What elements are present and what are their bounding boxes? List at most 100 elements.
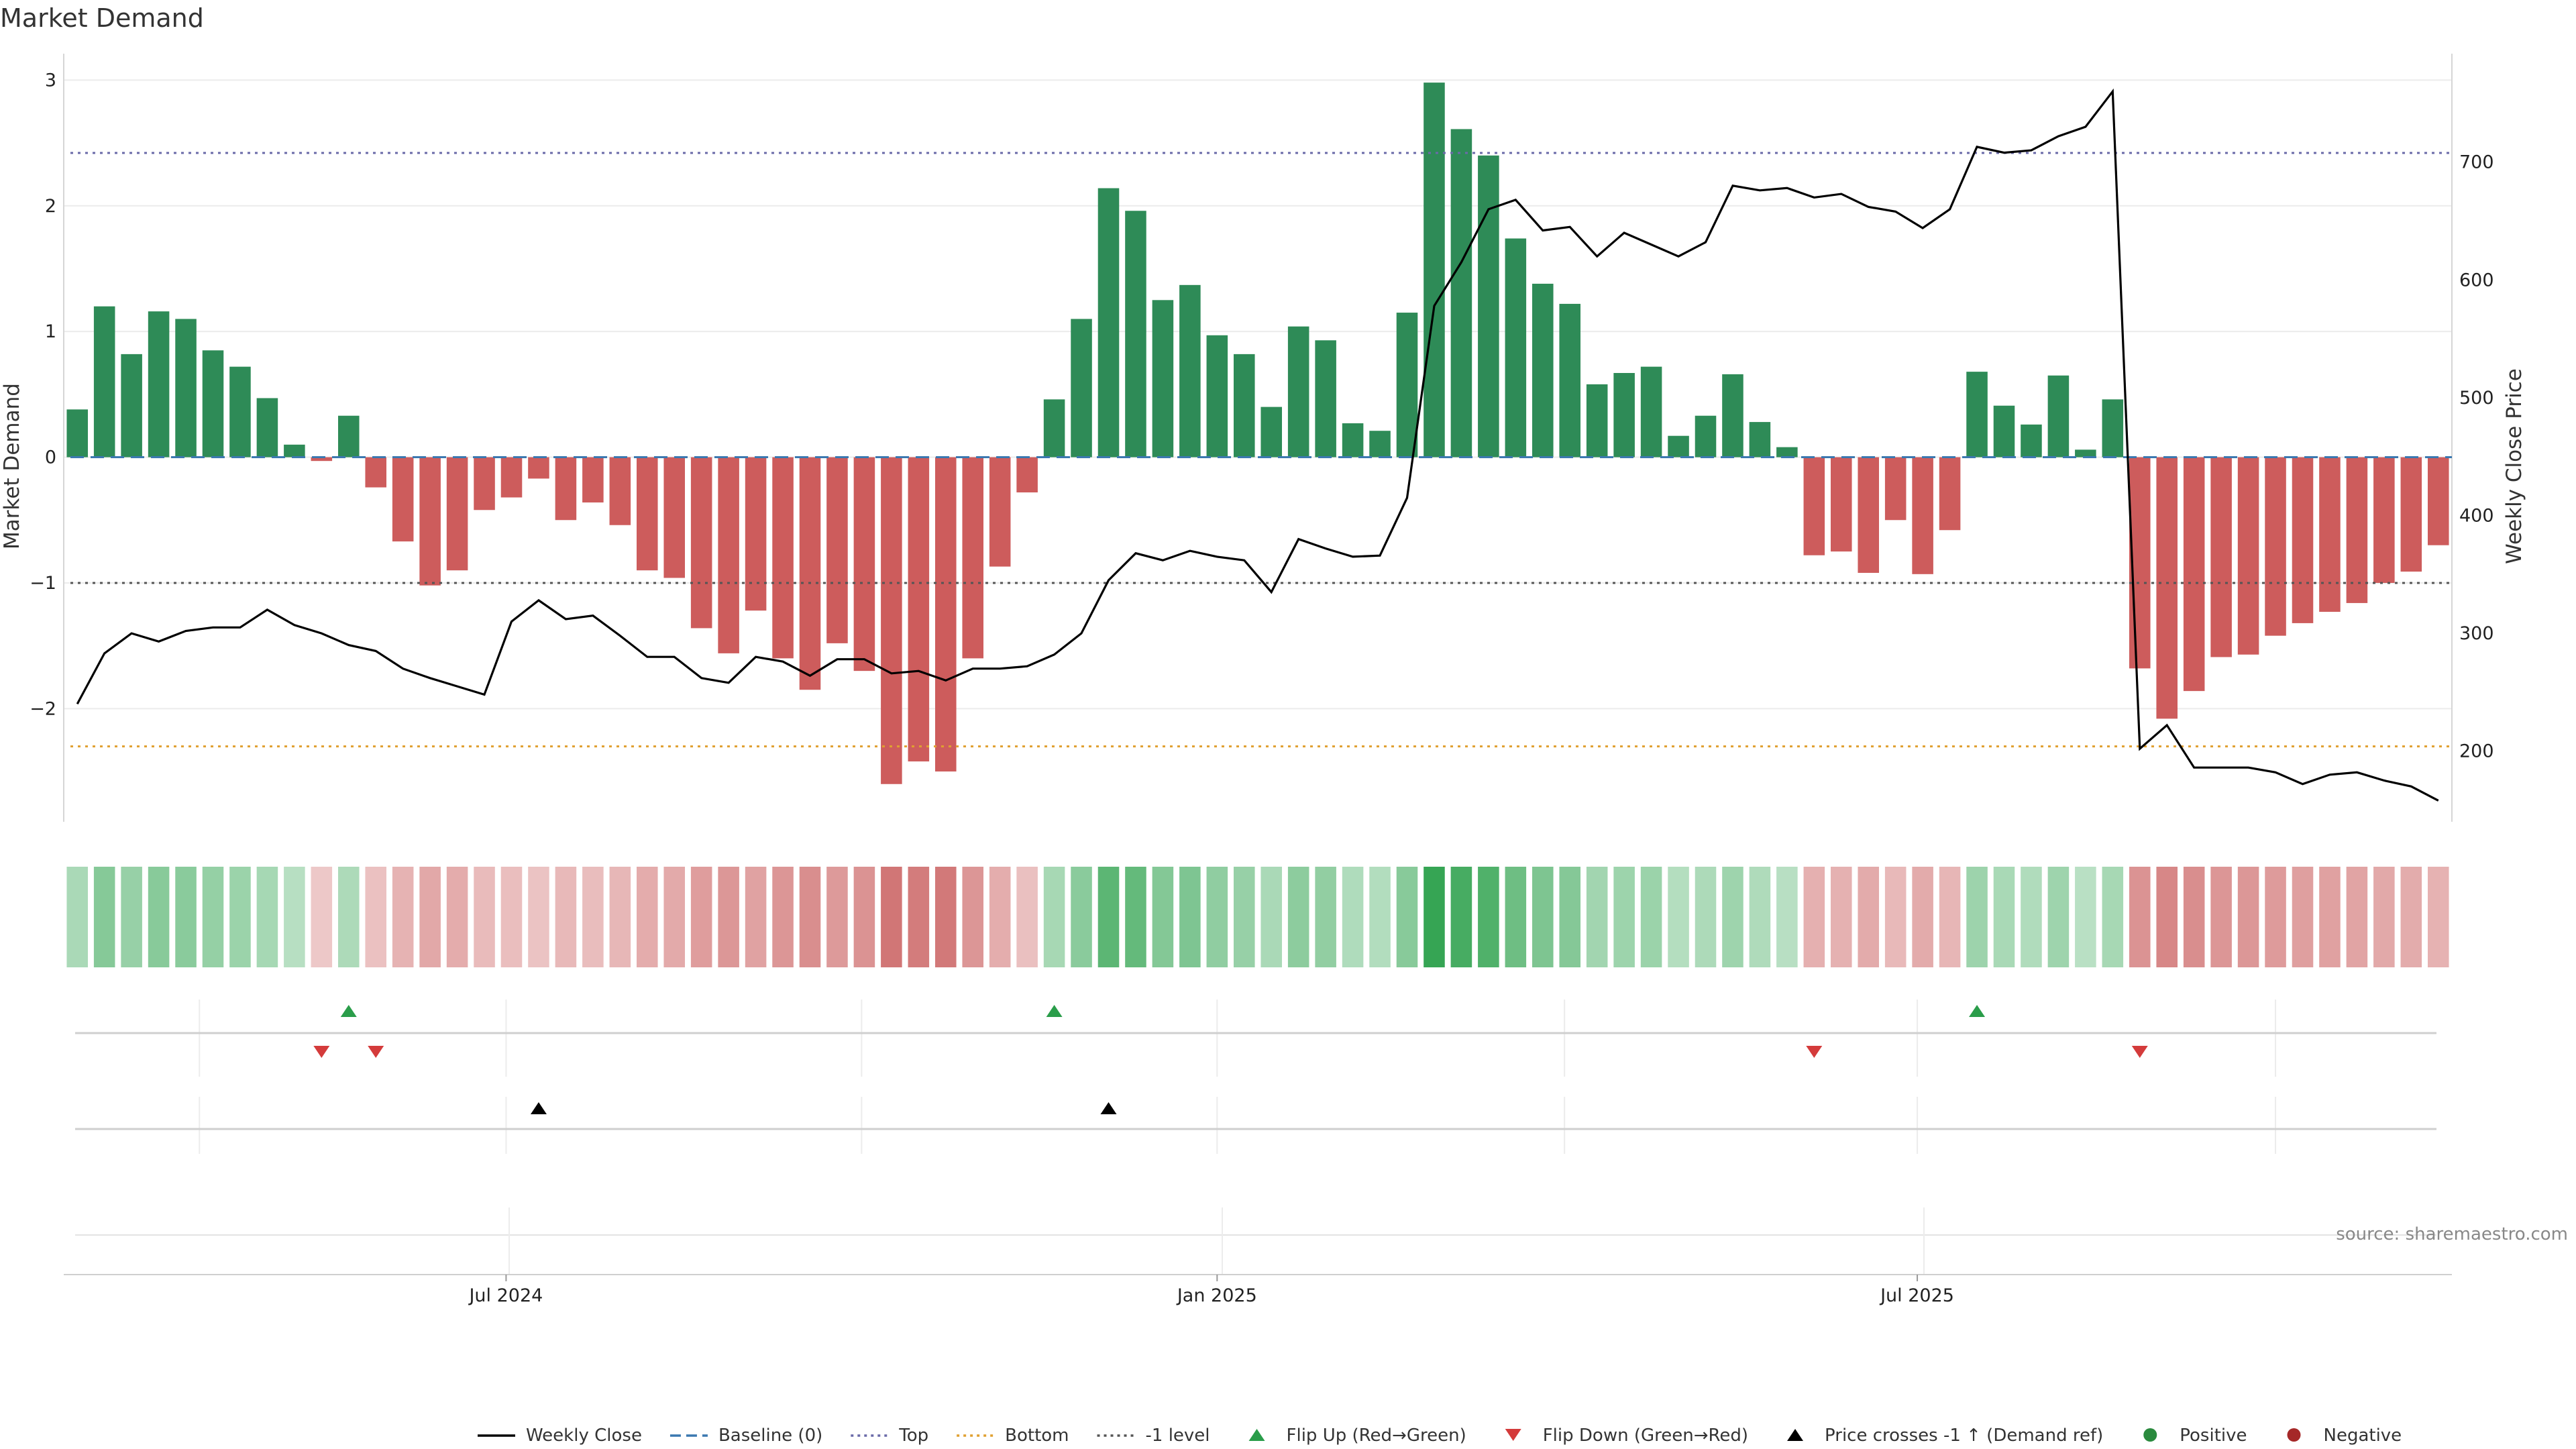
heat-cell: [962, 867, 984, 967]
demand-bar: [2210, 457, 2232, 657]
flip-up-marker: [1969, 1005, 1986, 1017]
right-tick-label: 400: [2459, 505, 2494, 526]
demand-bar: [1586, 384, 1608, 458]
heat-cell: [1097, 867, 1120, 967]
heat-cell: [392, 867, 414, 967]
demand-bar: [745, 457, 767, 611]
demand-bar: [1532, 283, 1554, 458]
heat-cell: [881, 867, 902, 967]
heat-cell: [1179, 867, 1201, 967]
legend-item: Price crosses -1 ↑ (Demand ref): [1787, 1426, 2103, 1446]
x-tick-label: Jul 2025: [1879, 1285, 1954, 1306]
flip-up-marker: [340, 1005, 357, 1017]
heat-cell: [1152, 867, 1174, 967]
legend-label: Bottom: [1005, 1426, 1069, 1446]
signal-markers: [313, 1005, 2148, 1114]
legend-label: Flip Up (Red→Green): [1287, 1426, 1466, 1446]
demand-bar: [663, 457, 686, 578]
right-tick-label: 200: [2459, 741, 2494, 762]
heat-cell: [1858, 867, 1880, 967]
heat-cell: [2400, 867, 2422, 967]
heat-cell: [1287, 867, 1309, 967]
demand-bar: [1613, 373, 1635, 458]
demand-bar: [500, 457, 523, 498]
demand-bar: [311, 457, 333, 462]
heat-cell: [555, 867, 577, 967]
legend-swatch: [2287, 1428, 2301, 1442]
demand-bar: [1803, 457, 1825, 555]
legend-swatch: [1787, 1429, 1804, 1441]
heat-cell: [2237, 867, 2259, 967]
demand-bar: [66, 409, 89, 458]
demand-bar: [1505, 238, 1527, 458]
demand-bar: [962, 457, 984, 659]
heat-cell: [1260, 867, 1283, 967]
demand-bar: [229, 366, 251, 458]
demand-bar: [934, 457, 957, 772]
demand-bar: [1206, 335, 1228, 458]
x-tick-label: Jan 2025: [1176, 1285, 1257, 1306]
legend-label: -1 level: [1146, 1426, 1210, 1446]
heat-cell: [121, 867, 142, 967]
heat-cell: [1803, 867, 1825, 967]
heat-cell: [1315, 867, 1336, 967]
legend: Weekly Close Baseline (0) Top Bottom -1 leve…: [478, 1426, 2402, 1446]
demand-bar: [1450, 129, 1472, 458]
flip-down-marker: [2131, 1046, 2148, 1058]
heat-cell: [2265, 867, 2286, 967]
heat-cell: [1668, 867, 1689, 967]
demand-bar: [446, 457, 468, 571]
heat-cell: [1071, 867, 1092, 967]
heat-cell: [799, 867, 821, 967]
heat-cell: [2129, 867, 2151, 967]
demand-bar: [799, 457, 821, 690]
legend-label: Weekly Close: [526, 1426, 642, 1446]
demand-bar: [1179, 284, 1201, 458]
demand-bar: [826, 457, 848, 643]
heat-cell: [2427, 867, 2449, 967]
heat-cell: [1640, 867, 1662, 967]
x-tick-label: Jul 2024: [468, 1285, 543, 1306]
right-tick-label: 300: [2459, 623, 2494, 644]
heat-cell: [148, 867, 170, 967]
demand-bar: [636, 457, 658, 571]
heat-cell: [2346, 867, 2368, 967]
heat-cell: [2210, 867, 2232, 967]
heat-cell: [284, 867, 305, 967]
heat-cell: [718, 867, 739, 967]
heat-cell: [1369, 867, 1391, 967]
demand-bar: [2373, 457, 2395, 583]
heat-cell: [229, 867, 251, 967]
left-axis-label: Market Demand: [0, 383, 24, 549]
heat-cell: [1586, 867, 1608, 967]
heat-cell: [1532, 867, 1554, 967]
flip-down-marker: [313, 1046, 330, 1058]
right-tick-label: 500: [2459, 388, 2494, 409]
grid: [63, 54, 2453, 822]
demand-bar: [2183, 457, 2205, 692]
weekly-close-line: [76, 88, 2439, 802]
demand-bar: [2047, 375, 2070, 458]
demand-bar: [1695, 415, 1717, 458]
demand-bar: [528, 457, 549, 479]
legend-label: Flip Down (Green→Red): [1543, 1426, 1748, 1446]
x-axis-ticks: Jul 2024 Jan 2025 Jul 2025: [468, 1275, 1954, 1306]
heat-cell: [93, 867, 115, 967]
heat-cell: [2156, 867, 2178, 967]
legend-swatch: [1505, 1429, 1521, 1441]
demand-bar: [392, 457, 414, 542]
heat-cell: [1396, 867, 1418, 967]
demand-bar: [1884, 457, 1907, 521]
heat-cell: [636, 867, 658, 967]
right-axis-label: Weekly Close Price: [2502, 368, 2526, 564]
heat-cell: [419, 867, 441, 967]
left-tick-label: −2: [30, 698, 56, 719]
heat-cell: [202, 867, 224, 967]
heat-cell: [66, 867, 89, 967]
heat-cell: [772, 867, 794, 967]
heat-cell: [1776, 867, 1798, 967]
demand-bar: [1722, 374, 1743, 458]
demand-bar: [474, 457, 495, 511]
heat-cell: [474, 867, 495, 967]
left-tick-label: 1: [45, 321, 56, 342]
